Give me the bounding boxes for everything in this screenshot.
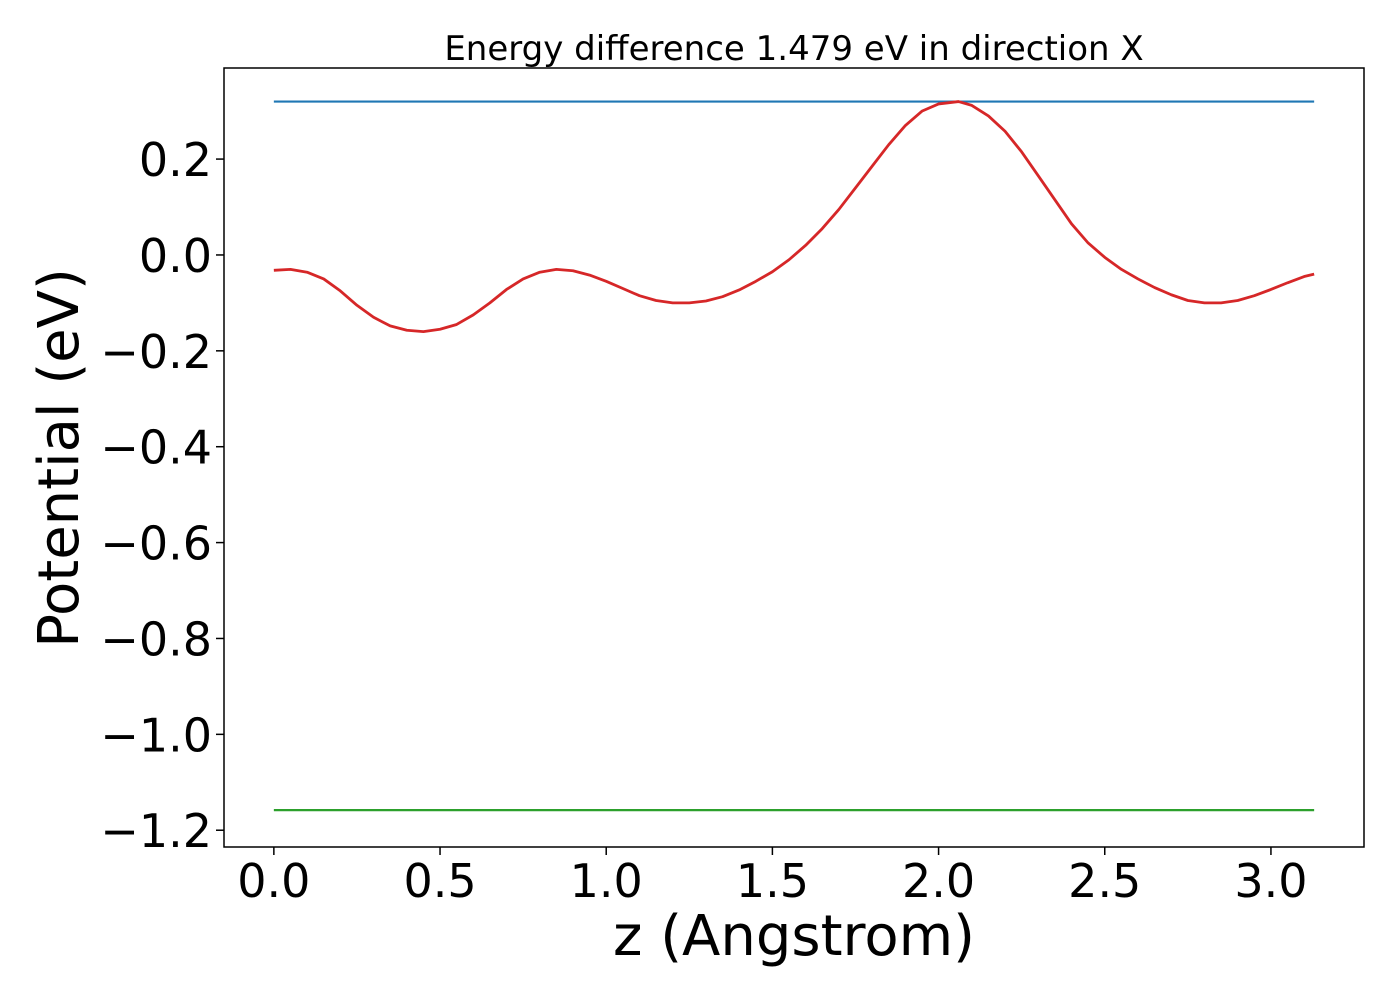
y-tick-label: −1.0	[100, 708, 212, 762]
y-tick-label: 0.2	[139, 133, 212, 187]
series-layer	[273, 100, 1315, 812]
x-axis-label: z (Angstrom)	[613, 904, 975, 969]
x-axis-ticks: 0.0 0.5 1.0 1.5 2.0 2.5 3.0	[237, 847, 1308, 908]
x-tick-label: 1.5	[736, 854, 809, 908]
y-tick-label: −0.6	[100, 517, 212, 571]
y-tick-label: −1.2	[100, 804, 212, 858]
series-line-potential	[273, 100, 1315, 334]
y-axis-label: Potential (eV)	[27, 268, 92, 648]
y-tick-label: −0.8	[100, 612, 212, 666]
y-tick-label: −0.4	[100, 421, 212, 475]
x-tick-label: 0.5	[403, 854, 476, 908]
y-tick-label: 0.0	[139, 229, 212, 283]
x-tick-label: 3.0	[1234, 854, 1307, 908]
x-tick-label: 2.5	[1068, 854, 1141, 908]
x-tick-label: 2.0	[902, 854, 975, 908]
x-tick-label: 1.0	[570, 854, 643, 908]
plot-area-frame	[223, 67, 1365, 848]
x-tick-label: 0.0	[237, 854, 310, 908]
y-axis-ticks: 0.2 0.0 −0.2 −0.4 −0.6 −0.8 −1.0 −1.2	[100, 133, 224, 858]
y-tick-label: −0.2	[100, 325, 212, 379]
chart-title: Energy difference 1.479 eV in direction …	[444, 29, 1143, 69]
